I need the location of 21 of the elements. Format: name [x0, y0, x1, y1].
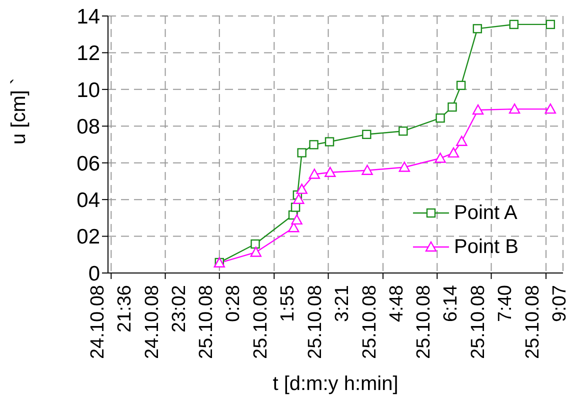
y-tick-label: 04	[76, 189, 100, 212]
y-tick-label: 08	[76, 116, 100, 139]
x-tick-label: 25.10.08 9:07	[522, 285, 569, 359]
y-tick-label: 0	[88, 262, 100, 286]
x-tick-label: 25.10.08 7:40	[468, 285, 516, 359]
x-tick-label: 25.10.08 3:21	[304, 285, 353, 359]
legend-label: Point B	[454, 235, 518, 260]
x-tick-label: 25.10.08 0:28	[196, 285, 244, 359]
y-tick-label: 12	[76, 42, 100, 66]
legend-label: Point A	[454, 201, 518, 226]
y-tick-label: 14	[76, 5, 100, 28]
y-tick-label: 10	[76, 78, 100, 102]
y-axis-title: u [cm] `	[8, 78, 30, 144]
x-tick-label: 25.10.08 4:48	[360, 285, 408, 359]
x-axis-title: t [d:m:y h:min]	[272, 373, 398, 395]
x-tick-label: 24.10.08 21:36	[88, 285, 136, 359]
x-tick-label: 25.10.08 6:14	[414, 284, 462, 359]
x-tick-label: 25.10.08 1:55	[250, 285, 299, 359]
x-tick-label: 24.10.08 23:02	[142, 285, 190, 359]
y-tick-label: 02	[76, 226, 100, 249]
y-tick-label: 06	[76, 152, 100, 176]
